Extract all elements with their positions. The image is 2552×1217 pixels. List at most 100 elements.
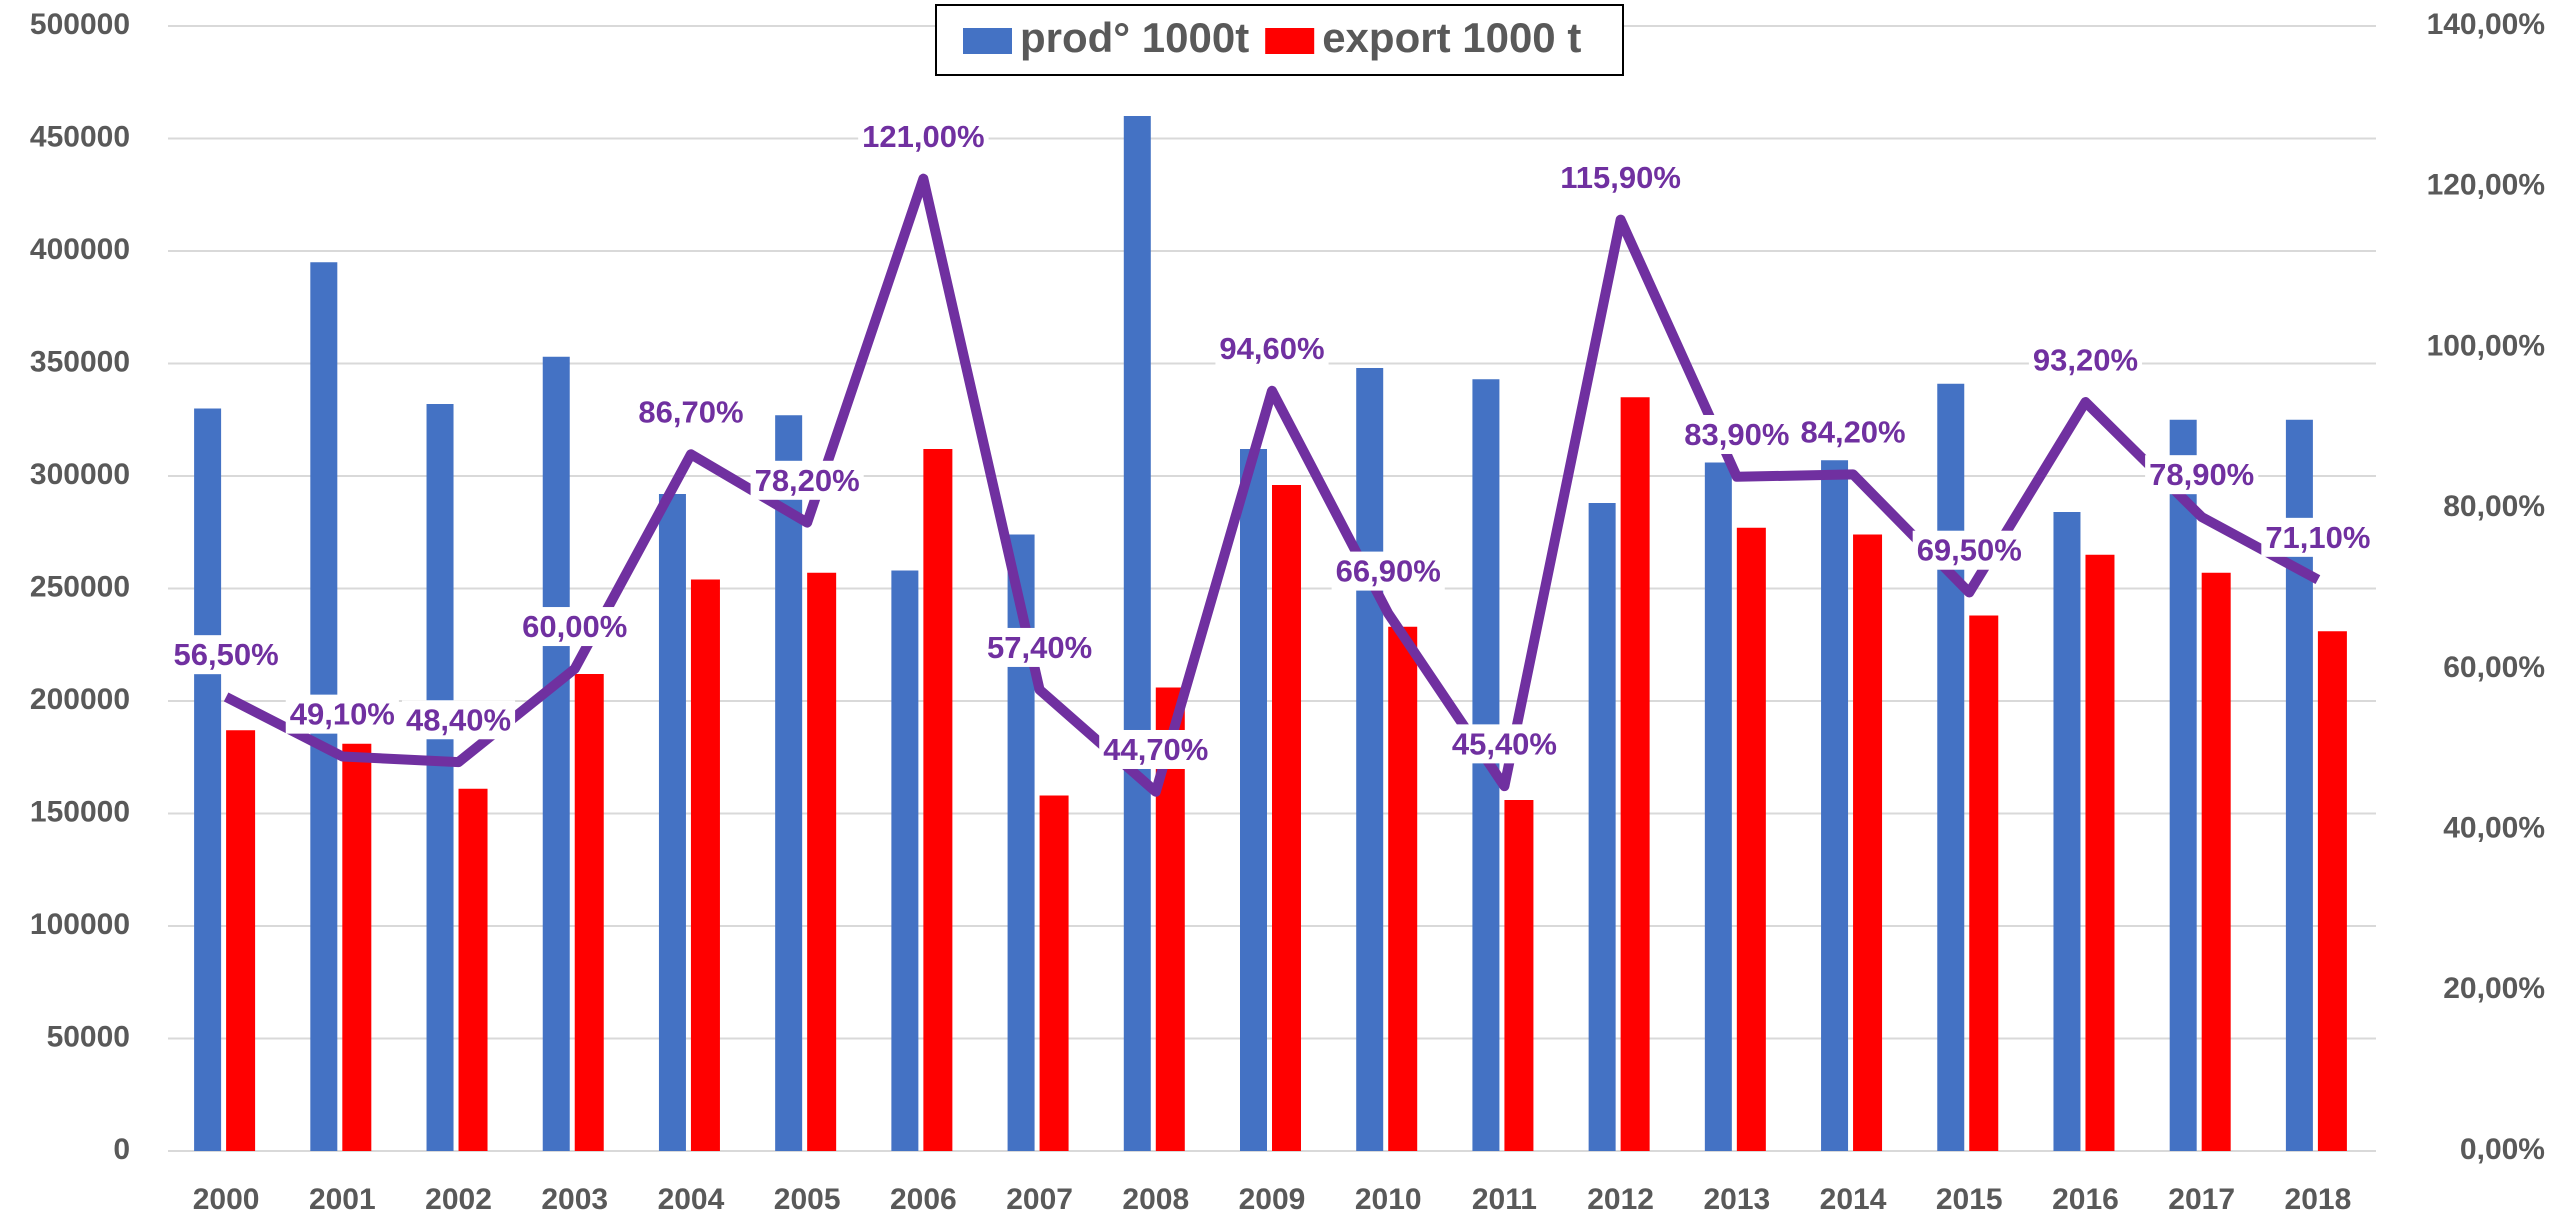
bar bbox=[1704, 462, 1732, 1151]
data-label-bg bbox=[1331, 551, 1445, 591]
legend-swatch bbox=[963, 28, 1012, 54]
y-tick-label: 350000 bbox=[30, 345, 130, 378]
data-label: 48,40% bbox=[406, 702, 511, 737]
x-tick-label: 2008 bbox=[1122, 1183, 1189, 1216]
y-tick-label: 500000 bbox=[30, 8, 130, 41]
data-label-bg bbox=[1680, 414, 1794, 454]
data-label: 56,50% bbox=[174, 637, 279, 672]
bar bbox=[775, 415, 803, 1151]
bar bbox=[1736, 527, 1766, 1151]
data-label-bg bbox=[169, 635, 283, 675]
y2-tick-label: 20,00% bbox=[2443, 972, 2545, 1005]
data-label-bg bbox=[634, 392, 748, 432]
data-label: 69,50% bbox=[1917, 533, 2022, 568]
x-tick-label: 2005 bbox=[774, 1183, 841, 1216]
data-label-bg bbox=[2028, 340, 2143, 380]
y2-tick-label: 40,00% bbox=[2443, 811, 2545, 844]
bar bbox=[923, 449, 953, 1151]
data-label: 49,10% bbox=[290, 697, 395, 732]
bar bbox=[1821, 460, 1849, 1151]
y2-tick-label: 0,00% bbox=[2460, 1133, 2545, 1166]
data-label-bg bbox=[2145, 455, 2259, 495]
x-tick-label: 2002 bbox=[425, 1183, 492, 1216]
data-label-bg bbox=[1556, 157, 1685, 197]
data-label: 60,00% bbox=[522, 609, 627, 644]
data-label-bg bbox=[1215, 329, 1329, 369]
x-tick-label: 2009 bbox=[1239, 1183, 1306, 1216]
legend: prod° 1000t export 1000 t bbox=[935, 4, 1624, 76]
y2-tick-label: 120,00% bbox=[2427, 169, 2545, 202]
y2-tick-label: 80,00% bbox=[2443, 490, 2545, 523]
data-label-bg bbox=[858, 116, 989, 156]
bar bbox=[1240, 449, 1267, 1151]
data-label: 66,90% bbox=[1336, 554, 1441, 589]
x-tick-label: 2001 bbox=[309, 1183, 376, 1216]
bar bbox=[226, 730, 256, 1151]
x-tick-label: 2004 bbox=[658, 1183, 725, 1216]
bar bbox=[2201, 572, 2231, 1151]
bar bbox=[1039, 795, 1069, 1151]
data-label: 78,90% bbox=[2149, 457, 2254, 492]
data-label: 57,40% bbox=[987, 630, 1092, 665]
y-tick-label: 50000 bbox=[47, 1020, 130, 1053]
bar bbox=[1356, 368, 1384, 1151]
legend-label: prod° 1000t bbox=[1020, 14, 1249, 61]
bar bbox=[1504, 800, 1534, 1151]
data-label-bg bbox=[2261, 517, 2375, 557]
x-tick-label: 2007 bbox=[1006, 1183, 1073, 1216]
x-tick-label: 2000 bbox=[193, 1183, 260, 1216]
x-tick-label: 2018 bbox=[2285, 1183, 2352, 1216]
bar bbox=[1937, 383, 1965, 1151]
data-label: 86,70% bbox=[638, 394, 743, 429]
data-label: 93,20% bbox=[2033, 342, 2138, 377]
bar bbox=[1388, 626, 1418, 1151]
bar bbox=[458, 788, 488, 1151]
bar bbox=[891, 570, 919, 1151]
data-label: 115,90% bbox=[1560, 160, 1681, 195]
data-label: 45,40% bbox=[1452, 726, 1557, 761]
data-label-bg bbox=[1796, 412, 1910, 452]
bar bbox=[807, 572, 837, 1151]
bar bbox=[2317, 631, 2347, 1151]
bar bbox=[1853, 534, 1883, 1151]
bar bbox=[1969, 615, 1999, 1151]
bar bbox=[2053, 512, 2081, 1151]
bar bbox=[690, 579, 720, 1151]
bar bbox=[1123, 116, 1151, 1151]
data-label-bg bbox=[1099, 729, 1213, 769]
x-tick-label: 2017 bbox=[2168, 1183, 2235, 1216]
data-label: 44,70% bbox=[1103, 732, 1208, 767]
x-tick-label: 2012 bbox=[1587, 1183, 1654, 1216]
bar bbox=[658, 494, 686, 1151]
x-tick-label: 2003 bbox=[541, 1183, 608, 1216]
y-tick-label: 400000 bbox=[30, 233, 130, 266]
y-tick-label: 100000 bbox=[30, 908, 130, 941]
legend-box bbox=[935, 4, 1624, 76]
data-label: 84,20% bbox=[1800, 415, 1905, 450]
bar bbox=[2085, 554, 2115, 1151]
y-tick-label: 200000 bbox=[30, 683, 130, 716]
y2-tick-label: 140,00% bbox=[2427, 8, 2545, 41]
y-tick-label: 300000 bbox=[30, 458, 130, 491]
x-tick-label: 2015 bbox=[1936, 1183, 2003, 1216]
data-label-bg bbox=[518, 607, 632, 647]
data-label: 71,10% bbox=[2265, 520, 2370, 555]
bar bbox=[1588, 503, 1616, 1151]
y-tick-label: 250000 bbox=[30, 570, 130, 603]
y2-tick-label: 60,00% bbox=[2443, 651, 2545, 684]
legend-label: export 1000 t bbox=[1322, 14, 1581, 61]
data-label-bg bbox=[401, 700, 516, 740]
bar bbox=[1620, 397, 1650, 1151]
y2-tick-label: 100,00% bbox=[2427, 329, 2545, 362]
x-tick-label: 2006 bbox=[890, 1183, 957, 1216]
bar bbox=[426, 404, 454, 1151]
data-label: 78,20% bbox=[755, 463, 860, 498]
data-label: 83,90% bbox=[1684, 417, 1789, 452]
x-tick-label: 2011 bbox=[1472, 1183, 1537, 1216]
bar bbox=[574, 674, 604, 1151]
data-label-bg bbox=[1912, 530, 2026, 570]
x-tick-label: 2016 bbox=[2052, 1183, 2119, 1216]
bar bbox=[2169, 419, 2197, 1151]
x-tick-label: 2014 bbox=[1820, 1183, 1887, 1216]
